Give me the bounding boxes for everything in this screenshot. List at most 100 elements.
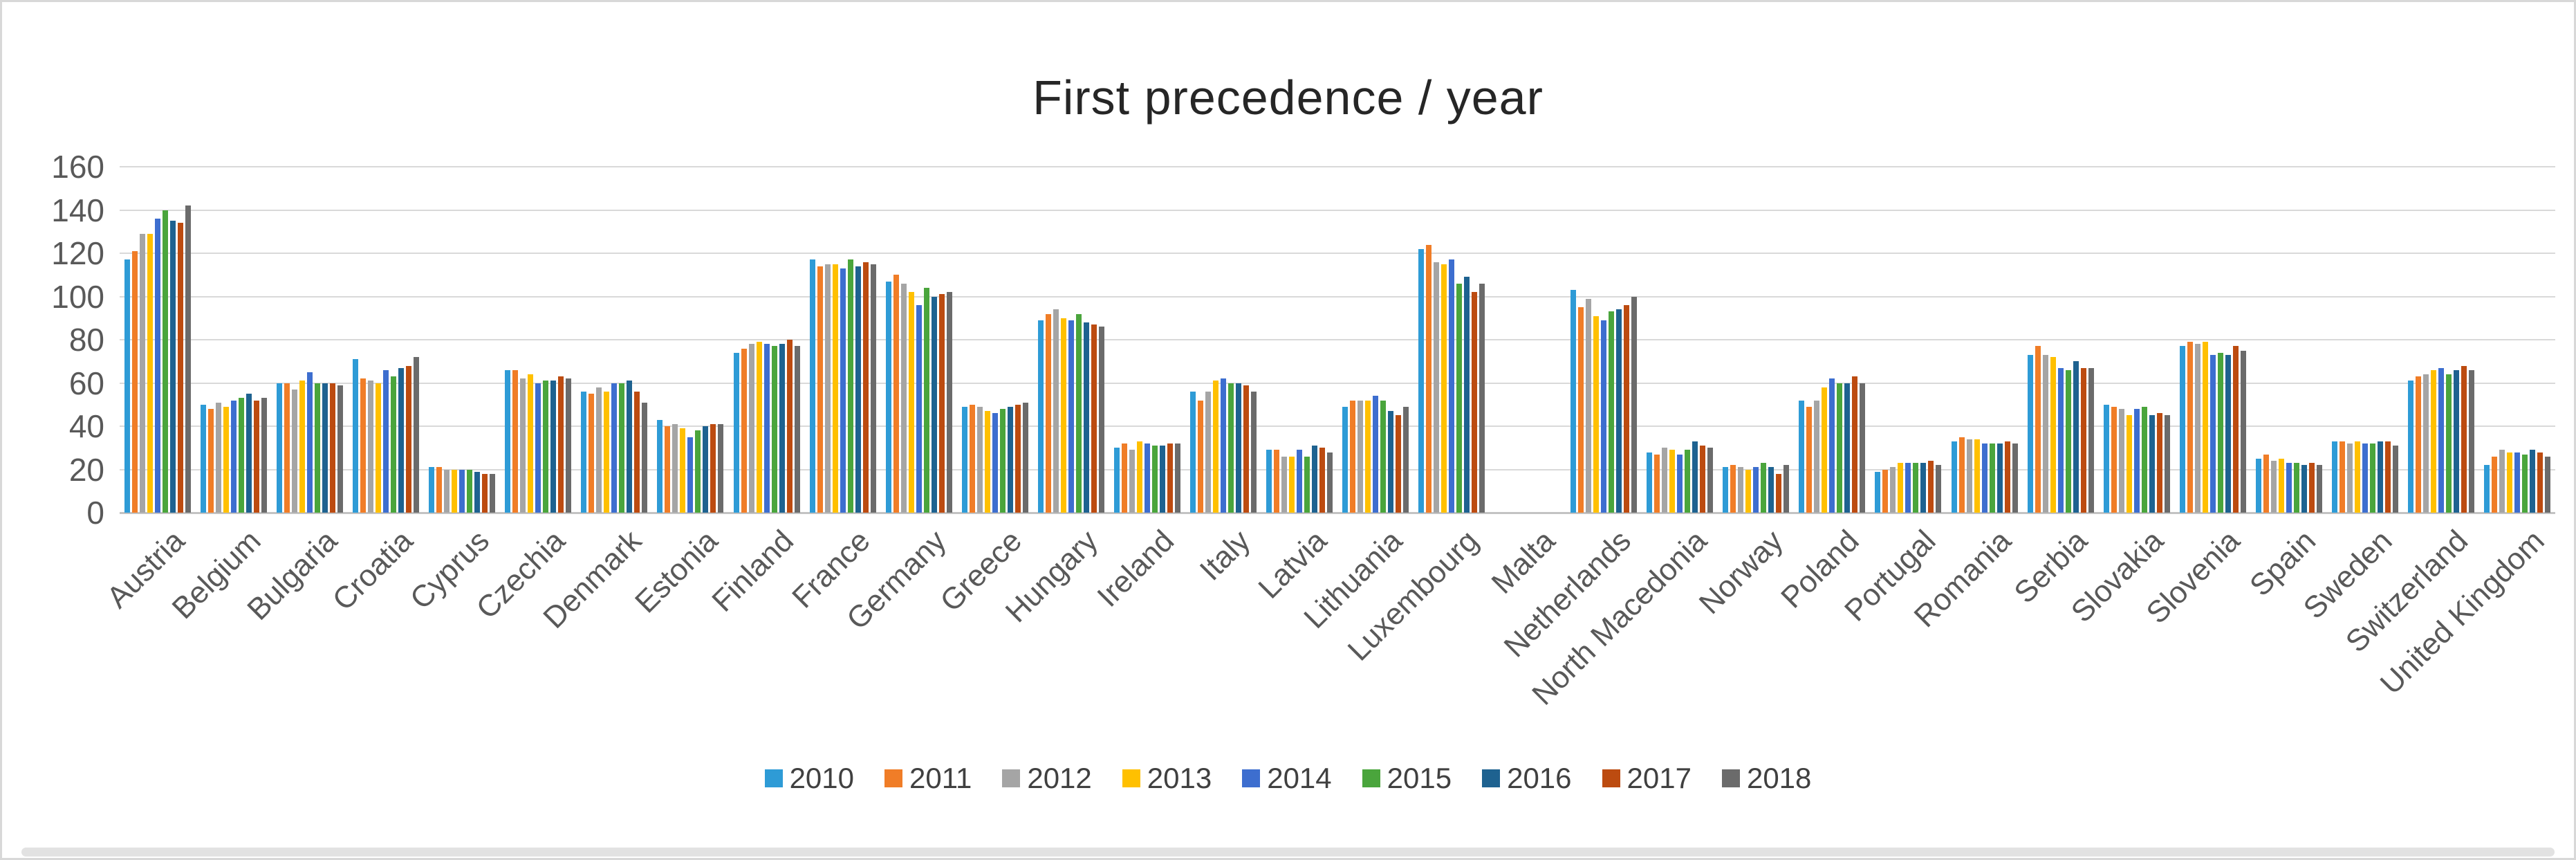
bar-2012 (140, 233, 146, 513)
bar-2016 (1616, 309, 1622, 513)
bar-2012 (1966, 439, 1972, 513)
bar-2011 (665, 426, 671, 513)
bar-2014 (2209, 354, 2216, 513)
bar-group-germany (881, 167, 957, 513)
bar-2017 (1472, 292, 1478, 513)
bar-group-luxembourg (1414, 167, 1490, 513)
bar-2016 (398, 367, 405, 513)
bar-group-norway (1718, 167, 1794, 513)
bar-group-slovenia (2175, 167, 2251, 513)
bar-group-finland (729, 167, 805, 513)
bar-2011 (1121, 443, 1127, 513)
bar-2015 (2293, 463, 2299, 513)
bar-2012 (2194, 344, 2200, 513)
bar-2015 (999, 409, 1006, 513)
bar-2017 (2384, 441, 2391, 513)
bar-2017 (938, 294, 945, 513)
bar-2015 (1685, 450, 1691, 513)
bar-2012 (2422, 374, 2429, 513)
bar-2015 (1837, 383, 1843, 513)
bar-2012 (2042, 354, 2048, 513)
bar-2012 (2270, 461, 2277, 513)
bar-2015 (2141, 406, 2147, 513)
bar-2012 (1586, 298, 1592, 513)
bar-2010 (1799, 400, 1805, 513)
bar-2015 (1913, 463, 1919, 513)
bar-group-bulgaria (272, 167, 348, 513)
bar-2018 (1479, 283, 1485, 513)
bar-2016 (2301, 465, 2307, 513)
bar-2015 (1989, 443, 1995, 513)
bar-2018 (1174, 443, 1180, 513)
bar-group-united-kingdom (2479, 167, 2555, 513)
legend-item-2017: 2017 (1602, 762, 1692, 795)
bar-group-italy (1185, 167, 1261, 513)
bar-2010 (1647, 452, 1653, 513)
bar-2016 (1692, 441, 1698, 513)
bar-2011 (2035, 346, 2041, 513)
bar-2012 (2499, 450, 2505, 513)
bar-2016 (1311, 446, 1317, 513)
bar-2014 (155, 219, 161, 513)
bar-2012 (292, 389, 298, 513)
bars-area (120, 167, 2555, 513)
bar-2013 (2202, 342, 2208, 513)
bar-group-romania (1947, 167, 2023, 513)
x-axis-label: Italy (1193, 524, 1257, 587)
bar-2017 (178, 223, 184, 513)
bar-2018 (1860, 383, 1866, 513)
legend-item-2015: 2015 (1362, 762, 1452, 795)
bar-2015 (1075, 313, 1082, 513)
bar-2013 (528, 374, 534, 513)
bar-2010 (885, 281, 891, 513)
bar-2018 (946, 292, 952, 513)
bar-2018 (1022, 402, 1028, 513)
bar-2013 (1974, 439, 1980, 513)
bar-2010 (1189, 392, 1196, 513)
bar-2013 (299, 381, 306, 513)
bar-2013 (908, 292, 914, 513)
bar-2016 (1844, 383, 1851, 513)
bar-2015 (695, 430, 701, 513)
bar-2013 (1669, 450, 1676, 513)
bar-2018 (2544, 456, 2550, 513)
bar-2015 (1609, 311, 1615, 513)
bar-2018 (2240, 350, 2246, 513)
bar-2010 (2331, 441, 2337, 513)
horizontal-scrollbar[interactable] (21, 848, 2555, 857)
bar-2011 (1882, 469, 1889, 513)
bar-2015 (163, 210, 169, 513)
bar-2010 (809, 259, 815, 513)
bar-2017 (2004, 441, 2010, 513)
bar-2018 (337, 385, 344, 513)
bar-2014 (2286, 463, 2292, 513)
bar-2011 (1273, 450, 1279, 513)
bar-2013 (2050, 357, 2056, 513)
bar-2011 (1045, 313, 1051, 513)
bar-2013 (756, 342, 762, 513)
bar-2012 (824, 264, 831, 513)
legend-item-2010: 2010 (764, 762, 854, 795)
bar-2013 (1745, 469, 1752, 513)
bar-2011 (1730, 465, 1736, 513)
bar-2014 (611, 383, 618, 513)
bar-2011 (284, 383, 290, 513)
bar-2018 (2392, 446, 2398, 513)
bar-2017 (254, 400, 260, 513)
bar-2013 (2354, 441, 2360, 513)
bar-2017 (2232, 346, 2239, 513)
bar-2011 (1958, 437, 1965, 513)
bar-2012 (1129, 450, 1135, 513)
bar-2014 (1296, 450, 1302, 513)
bar-2016 (170, 221, 176, 513)
bar-2017 (2308, 463, 2315, 513)
bar-2015 (771, 346, 777, 513)
legend-swatch (1122, 769, 1140, 787)
legend-label: 2011 (909, 762, 972, 794)
bar-2017 (634, 392, 640, 513)
bar-2012 (900, 283, 907, 513)
chart-title: First precedence / year (1032, 71, 1544, 125)
bar-2015 (619, 383, 625, 513)
bar-2010 (201, 404, 207, 513)
